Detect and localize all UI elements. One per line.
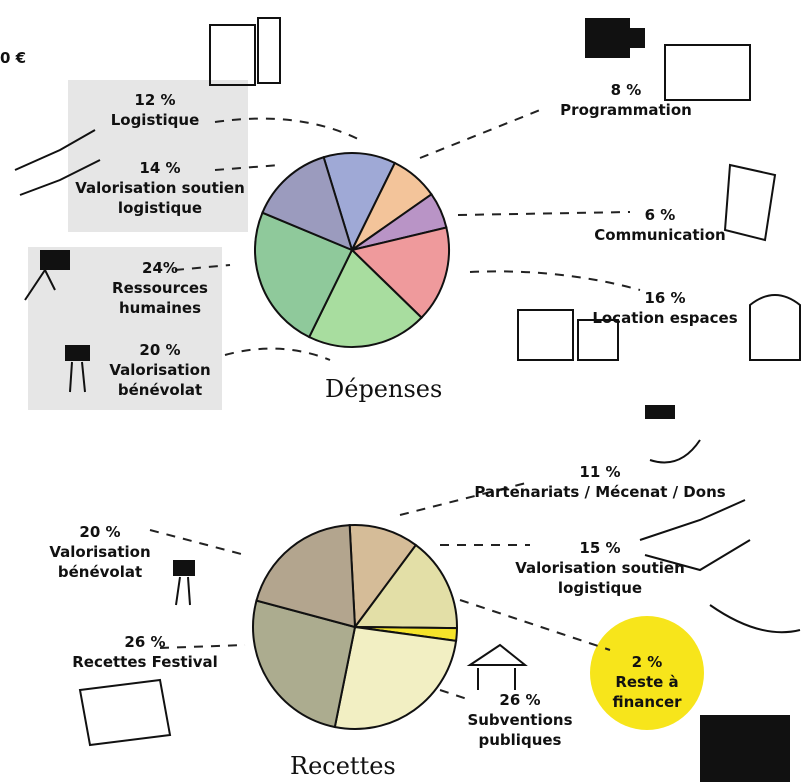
pie-slice bbox=[349, 226, 450, 320]
value-label: 8 % bbox=[610, 81, 642, 99]
chart-title: Dépenses bbox=[325, 375, 443, 403]
slice-label: Valorisation bénévolat bbox=[49, 543, 151, 581]
slice-label: Valorisation soutien logistique bbox=[75, 179, 245, 217]
value-label: 16 % bbox=[644, 289, 686, 307]
pie-slice bbox=[333, 625, 458, 730]
value-label: 14 % bbox=[139, 159, 181, 177]
slice-label: Communication bbox=[594, 226, 726, 244]
pie-slice bbox=[322, 152, 397, 253]
slice-label: Recettes Festival bbox=[72, 653, 218, 671]
slice-label: Subventions publiques bbox=[467, 711, 573, 749]
chart-title: Recettes bbox=[290, 752, 396, 780]
connectors bbox=[149, 109, 641, 701]
slice-label: Ressources humaines bbox=[112, 279, 208, 317]
pie-slice bbox=[353, 543, 458, 630]
slice-label: Reste à financer bbox=[612, 673, 682, 711]
slice-label: Valorisation bénévolat bbox=[109, 361, 211, 399]
value-label: 2 % bbox=[631, 653, 663, 671]
highlight-circle bbox=[590, 616, 704, 730]
pie-slice bbox=[254, 211, 354, 339]
pie-slice bbox=[252, 599, 357, 729]
value-label: 24% bbox=[142, 259, 178, 277]
value-label: 6 % bbox=[644, 206, 676, 224]
slice-label: Valorisation soutien logistique bbox=[515, 559, 685, 597]
slice-label: Partenariats / Mécenat / Dons bbox=[474, 483, 726, 501]
value-label: 15 % bbox=[579, 539, 621, 557]
label-panel bbox=[28, 247, 222, 410]
icons bbox=[14, 17, 801, 782]
cropped-label: 0 € bbox=[0, 49, 27, 67]
pie-slice bbox=[255, 524, 357, 629]
slice-label: Location espaces bbox=[592, 309, 738, 327]
value-label: 20 % bbox=[139, 341, 181, 359]
pie-slice bbox=[307, 248, 423, 348]
pie-slice bbox=[348, 524, 418, 630]
value-label: 20 % bbox=[79, 523, 121, 541]
value-label: 26 % bbox=[499, 691, 541, 709]
value-label: 11 % bbox=[579, 463, 621, 481]
pie-slice bbox=[261, 155, 354, 252]
slice-label: Programmation bbox=[560, 101, 692, 119]
label-panel bbox=[68, 80, 248, 232]
value-label: 26 % bbox=[124, 633, 166, 651]
slice-label: Logistique bbox=[110, 111, 200, 129]
value-label: 12 % bbox=[134, 91, 176, 109]
